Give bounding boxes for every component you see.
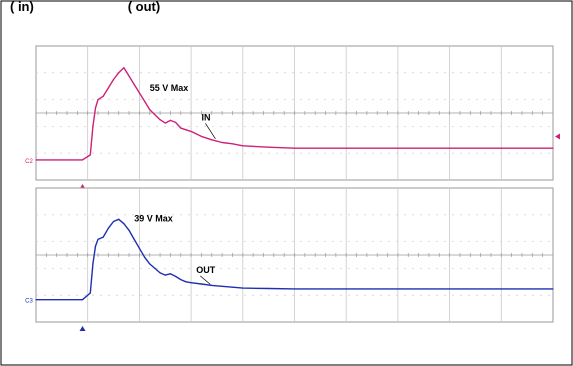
data-point (293, 288, 296, 290)
trigger-marker (79, 326, 86, 331)
data-point (112, 78, 115, 81)
data-point (242, 145, 244, 147)
data-point (242, 287, 244, 289)
data-point (149, 263, 151, 265)
channel-label: C2 (25, 159, 33, 165)
waveform-out (36, 218, 553, 301)
data-point (190, 130, 192, 133)
data-point (268, 287, 270, 290)
data-point (268, 146, 270, 148)
channel-label: C3 (25, 299, 33, 305)
data-point (89, 154, 91, 156)
data-point (154, 267, 156, 269)
level-marker (555, 133, 560, 140)
data-point (185, 129, 187, 131)
data-point (164, 122, 166, 124)
data-point (159, 119, 161, 121)
data-point (133, 238, 135, 240)
data-point (128, 229, 130, 232)
data-point (138, 92, 140, 94)
data-point (211, 139, 213, 141)
data-point (35, 299, 37, 301)
data-point (107, 87, 109, 89)
data-point (35, 159, 37, 161)
data-point (185, 281, 187, 283)
data-point (221, 285, 223, 287)
data-point (449, 288, 451, 290)
data-point (149, 109, 151, 111)
data-point (449, 147, 451, 149)
data-point (97, 99, 99, 101)
data-point (200, 135, 203, 138)
data-point (128, 75, 130, 77)
data-point (500, 288, 502, 290)
data-point (133, 83, 135, 86)
chart-in: C2 55 V Max IN (25, 45, 560, 189)
annotation-leader (200, 275, 211, 285)
data-point (174, 121, 177, 123)
data-point (81, 299, 84, 301)
data-point (169, 119, 172, 121)
data-point (92, 125, 94, 127)
chart-out: C3 39 V Max OUT (25, 187, 554, 331)
data-point (397, 288, 399, 290)
data-point (102, 95, 104, 97)
data-point (92, 263, 94, 265)
data-point (159, 272, 161, 274)
data-point (143, 100, 146, 102)
annotation-label: 55 V Max (150, 83, 189, 93)
data-point (89, 292, 91, 294)
data-point (118, 72, 120, 74)
data-point (164, 274, 166, 276)
data-point (293, 147, 296, 149)
data-point (345, 288, 347, 290)
data-point (211, 284, 213, 286)
annotation-label: 39 V Max (134, 214, 173, 224)
data-point (190, 282, 192, 284)
data-point (94, 107, 97, 109)
annotation-label: OUT (196, 265, 216, 275)
data-point (169, 273, 172, 275)
data-point (97, 238, 99, 240)
data-point (94, 245, 97, 247)
data-point (123, 223, 125, 225)
data-point (143, 256, 146, 258)
data-point (500, 147, 502, 149)
data-point (231, 143, 234, 145)
header-fragment: ( in) ( out) (10, 0, 160, 14)
data-point (81, 159, 84, 161)
data-point (552, 147, 554, 149)
data-point (118, 218, 120, 220)
annotation-leader (205, 123, 216, 139)
annotation-label: IN (201, 112, 210, 122)
data-point (180, 127, 182, 129)
data-point (174, 275, 177, 278)
data-point (221, 141, 223, 144)
data-point (138, 247, 140, 249)
data-point (345, 147, 347, 149)
data-point (552, 288, 554, 290)
data-point (107, 227, 109, 229)
data-point (397, 147, 399, 149)
data-point (123, 67, 125, 69)
data-point (154, 114, 156, 116)
waveform-in (36, 67, 553, 161)
data-point (200, 283, 203, 285)
data-point (180, 278, 182, 281)
data-point (112, 220, 115, 223)
data-point (102, 236, 104, 238)
data-point (231, 286, 234, 288)
